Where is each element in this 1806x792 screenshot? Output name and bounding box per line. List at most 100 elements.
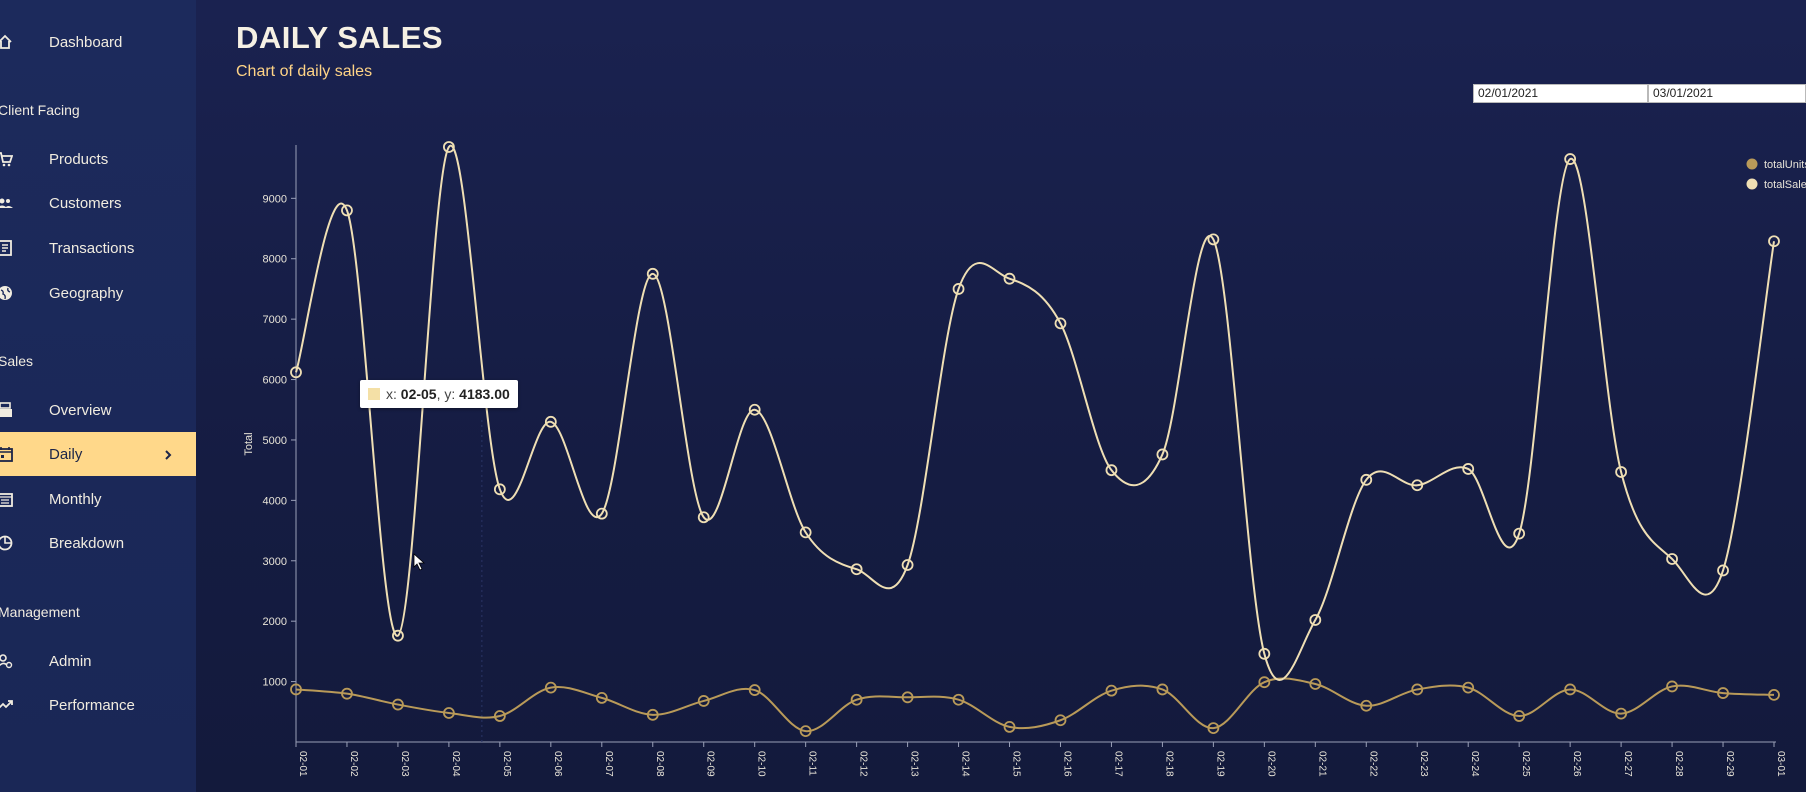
sidebar-item-label: Overview [49, 401, 112, 419]
calendar-today-icon [0, 445, 14, 463]
sidebar-item-breakdown[interactable]: Breakdown [0, 521, 196, 565]
end-date-input[interactable]: 03/01/2021 [1648, 84, 1806, 103]
series-totalUnits-point [1156, 683, 1169, 696]
x-tick-label: 02-14 [960, 751, 971, 777]
series-totalSales-point [1768, 235, 1780, 248]
series-totalSales-point [1360, 473, 1373, 486]
sidebar-item-customers[interactable]: Customers [0, 181, 196, 225]
x-tick-label: 02-19 [1214, 751, 1225, 777]
series-totalSales-point [952, 283, 965, 295]
main-content: DAILY SALES Chart of daily sales 02/01/2… [196, 0, 1806, 792]
series-totalUnits-point [1462, 681, 1475, 694]
series-totalSales-point [748, 403, 761, 416]
series-totalUnits-point [1768, 688, 1780, 701]
series-totalUnits-point [595, 692, 608, 704]
series-totalSales-point [290, 366, 302, 379]
sidebar-item-label: Transactions [49, 239, 135, 257]
series-totalUnits-point [1360, 699, 1373, 712]
y-tick-label: 2000 [263, 616, 287, 628]
x-tick-label: 02-29 [1724, 751, 1735, 777]
sidebar-item-label: Products [49, 150, 109, 168]
series-totalSales-point [850, 563, 863, 576]
x-tick-label: 02-06 [552, 751, 563, 777]
cart-icon [0, 150, 14, 168]
series-totalSales-point [493, 483, 506, 496]
x-tick-label: 02-27 [1622, 751, 1633, 777]
legend-label: totalUnits [1764, 159, 1806, 171]
series-totalSales-point [595, 507, 608, 520]
x-tick-label: 02-16 [1061, 751, 1072, 777]
x-tick-label: 02-20 [1265, 751, 1276, 777]
series-totalUnits-point [1258, 676, 1271, 689]
y-tick-label: 7000 [263, 314, 287, 326]
sidebar-item-label: Geography [49, 284, 124, 302]
x-tick-label: 02-24 [1469, 751, 1480, 777]
series-totalSales-point [1207, 233, 1220, 246]
series-totalSales-point [1513, 527, 1526, 540]
y-tick-label: 5000 [263, 435, 287, 447]
sidebar-item-dashboard[interactable]: Dashboard [0, 20, 196, 64]
sidebar-item-label: Breakdown [49, 534, 125, 552]
globe-icon [0, 284, 14, 302]
legend-label: totalSales [1764, 179, 1806, 191]
series-totalSales-point [1105, 464, 1118, 477]
tooltip-text: x: 02-05, y: 4183.00 [386, 386, 510, 402]
chart-tooltip: x: 02-05, y: 4183.00 [360, 380, 518, 408]
series-totalUnits-point [1564, 683, 1577, 696]
series-totalUnits-point [1717, 687, 1729, 699]
sidebar-item-products[interactable]: Products [0, 137, 196, 181]
x-tick-label: 02-09 [705, 751, 716, 777]
x-tick-label: 02-05 [501, 751, 512, 777]
series-totalSales-point [544, 415, 557, 428]
x-tick-label: 02-01 [297, 751, 308, 777]
daily-sales-chart: 1000 2000 3000 4000 5000 6000 7000 8000 9000 Tota… [243, 141, 1806, 777]
x-tick-label: 02-25 [1520, 751, 1531, 777]
sidebar-item-label: Dashboard [49, 33, 123, 51]
calendar-month-icon [0, 490, 14, 508]
series-totalUnits-point [1411, 683, 1424, 696]
receipt-icon [0, 239, 14, 257]
series-totalUnits-point [748, 684, 761, 696]
series-totalSales-point [1411, 479, 1424, 492]
sidebar-item-performance[interactable]: Performance [0, 683, 196, 727]
x-tick-label: 02-18 [1163, 751, 1174, 777]
x-tick-label: 03-01 [1775, 751, 1786, 777]
y-tick-label: 8000 [263, 254, 287, 266]
series-totalSales-point [1258, 647, 1271, 660]
sidebar-item-admin[interactable]: Admin [0, 639, 196, 683]
admin-icon [0, 652, 14, 670]
page-subtitle: Chart of daily sales [236, 63, 373, 80]
series-totalSales-point [1309, 614, 1322, 626]
section-client-facing: Client Facing [0, 102, 80, 118]
x-tick-label: 02-02 [348, 751, 359, 777]
y-tick-label: 3000 [263, 556, 287, 568]
x-tick-label: 02-07 [603, 751, 614, 777]
series-totalSales-line [295, 144, 1775, 681]
series-totalUnits-point [442, 707, 455, 719]
customers-icon [0, 194, 14, 212]
series-totalUnits-point [290, 683, 302, 696]
home-icon [0, 33, 14, 51]
x-tick-label: 02-28 [1673, 751, 1684, 777]
series-totalSales-point [799, 526, 812, 539]
y-tick-label: 1000 [263, 677, 287, 689]
series-totalUnits-point [850, 693, 863, 706]
series-totalSales-point [442, 141, 455, 153]
sidebar-item-monthly[interactable]: Monthly [0, 477, 196, 521]
x-tick-label: 02-22 [1367, 751, 1378, 777]
x-tick-label: 02-13 [909, 751, 920, 777]
sidebar-item-daily[interactable]: Daily [0, 432, 196, 476]
series-totalSales-point [1564, 153, 1577, 165]
sidebar-item-overview[interactable]: Overview [0, 388, 196, 432]
y-tick-label: 4000 [263, 495, 287, 507]
sidebar-item-label: Daily [49, 445, 83, 463]
start-date-input[interactable]: 02/01/2021 [1473, 84, 1648, 103]
series-totalSales-point [1156, 448, 1169, 461]
sidebar-item-label: Performance [49, 696, 135, 714]
sidebar-item-transactions[interactable]: Transactions [0, 226, 196, 270]
sidebar-item-geography[interactable]: Geography [0, 271, 196, 315]
point-of-sale-icon [0, 401, 14, 419]
y-tick-label: 9000 [263, 193, 287, 205]
section-sales: Sales [0, 353, 34, 369]
